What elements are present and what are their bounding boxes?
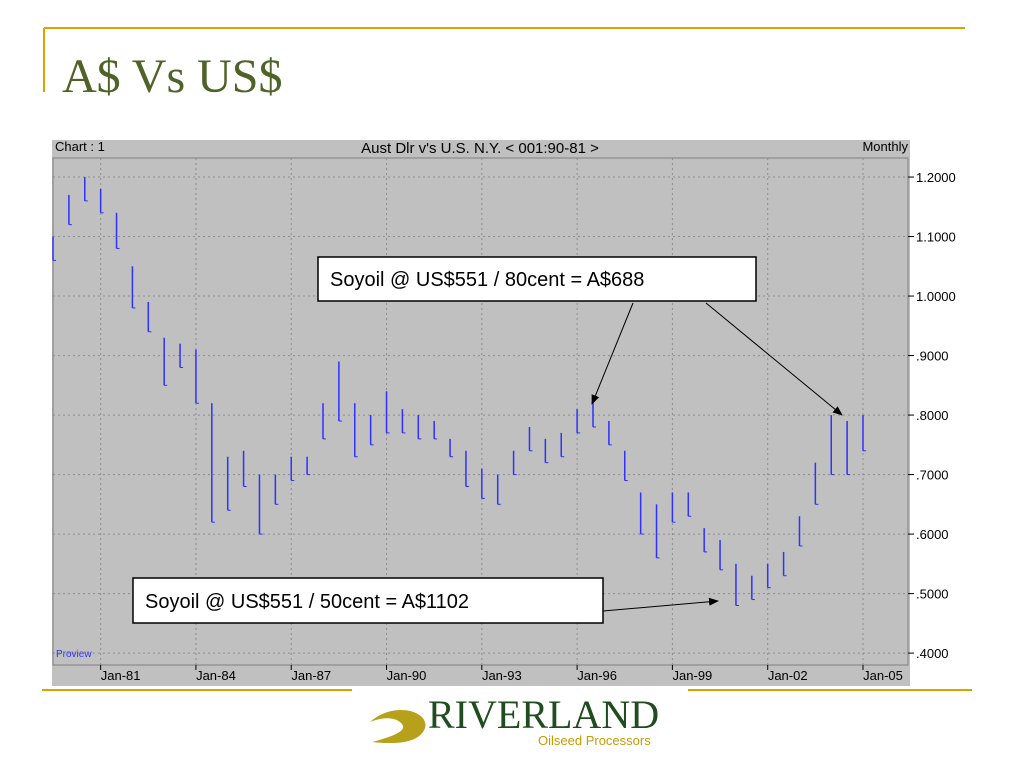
logo-name: RIVERLAND: [428, 692, 659, 737]
x-tick-label: Jan-02: [768, 668, 808, 683]
y-tick-label: .5000: [916, 587, 949, 602]
y-tick-label: .6000: [916, 527, 949, 542]
chart-title: Aust Dlr v's U.S. N.Y. < 001:90-81 >: [361, 140, 599, 157]
plot: .4000 .5000 .6000 .7000 .8000 .9000 1.0000 1.10…: [52, 158, 956, 683]
y-tick-label: .7000: [916, 468, 949, 483]
x-tick-label: Jan-96: [577, 668, 617, 683]
chart-label: Chart : 1: [55, 139, 105, 154]
y-tick-label: .4000: [916, 646, 949, 661]
source: Proview: [56, 649, 92, 660]
x-tick-label: Jan-90: [387, 668, 427, 683]
x-tick-label: Jan-87: [291, 668, 331, 683]
annotation: Soyoil @ US$551 / 80cent = A$688: [330, 269, 644, 291]
y-tick-label: 1.2000: [916, 170, 956, 185]
arrow: [602, 597, 719, 612]
logo-tagline: Oilseed Processors: [538, 733, 651, 748]
annotation-box: [132, 577, 604, 624]
frequency: Monthly: [862, 139, 908, 154]
x-tick-label: Jan-84: [196, 668, 236, 683]
x-tick-label: Jan-93: [482, 668, 522, 683]
x-tick-label: Jan-05: [863, 668, 903, 683]
logo-swoosh: [370, 709, 426, 744]
arrow: [705, 302, 843, 416]
y-tick-label: 1.0000: [916, 289, 956, 304]
x-tick-label: Jan-81: [101, 668, 141, 683]
annotation: Soyoil @ US$551 / 50cent = A$1102: [145, 591, 469, 613]
annotation-box: [317, 256, 757, 302]
arrow: [591, 302, 634, 405]
y-tick-label: .9000: [916, 349, 949, 364]
y-tick-label: 1.1000: [916, 230, 956, 245]
slide-title: A$ Vs US$: [62, 50, 283, 103]
y-tick-label: .8000: [916, 408, 949, 423]
x-tick-label: Jan-99: [673, 668, 713, 683]
